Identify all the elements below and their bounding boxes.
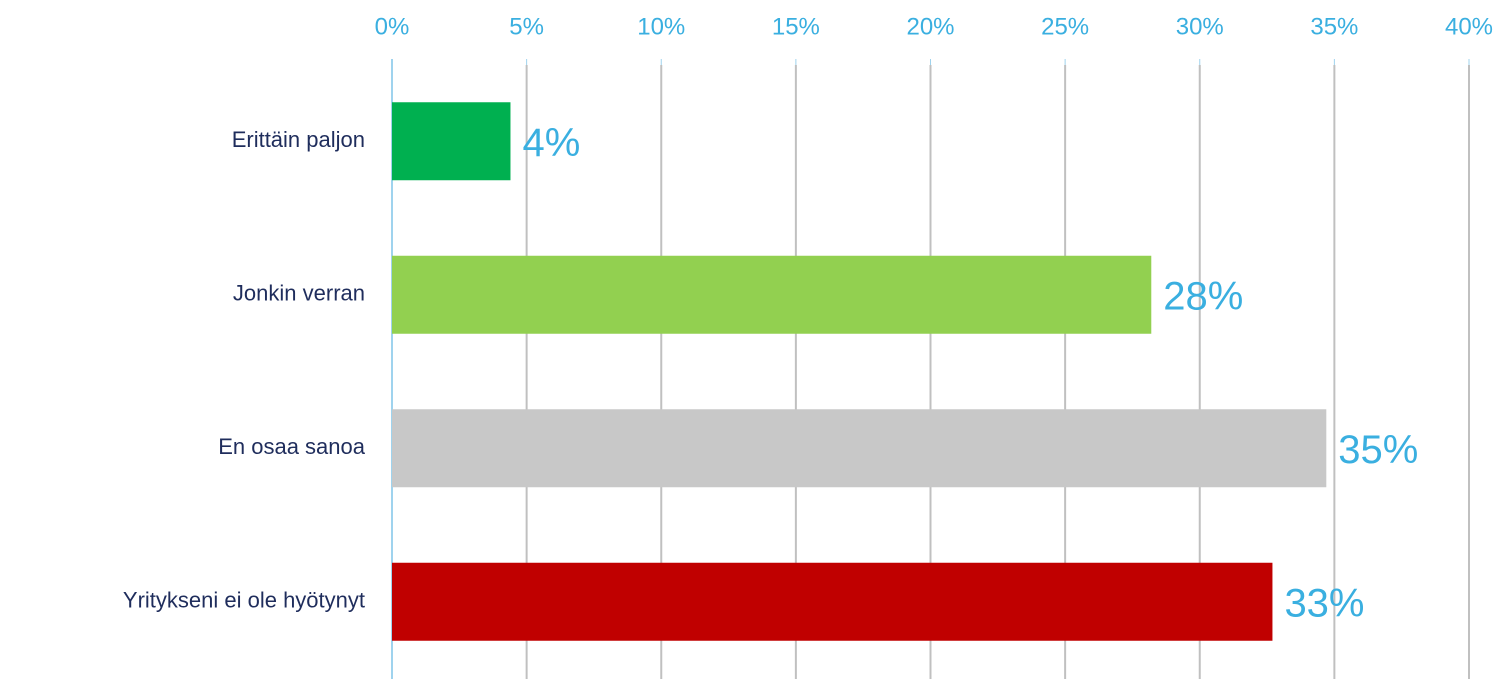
value-label: 35% [1338, 428, 1418, 472]
category-label: Yritykseni ei ole hyötynyt [123, 588, 365, 613]
x-tick-label: 25% [1041, 13, 1089, 40]
x-tick-label: 15% [772, 13, 820, 40]
x-tick-label: 5% [509, 13, 544, 40]
value-label: 33% [1284, 581, 1364, 625]
value-label: 4% [522, 121, 580, 165]
category-label: En osaa sanoa [218, 434, 366, 459]
value-label: 28% [1163, 274, 1243, 318]
x-tick-label: 40% [1445, 13, 1493, 40]
category-label: Jonkin verran [233, 281, 365, 306]
x-tick-label: 35% [1310, 13, 1358, 40]
bar [392, 562, 1273, 641]
x-tick-label: 20% [906, 13, 954, 40]
bar [392, 102, 511, 181]
x-tick-label: 10% [637, 13, 685, 40]
x-tick-label: 30% [1176, 13, 1224, 40]
bar [392, 409, 1327, 488]
bar [392, 255, 1152, 334]
x-tick-label: 0% [375, 13, 410, 40]
category-label: Erittäin paljon [232, 127, 365, 152]
